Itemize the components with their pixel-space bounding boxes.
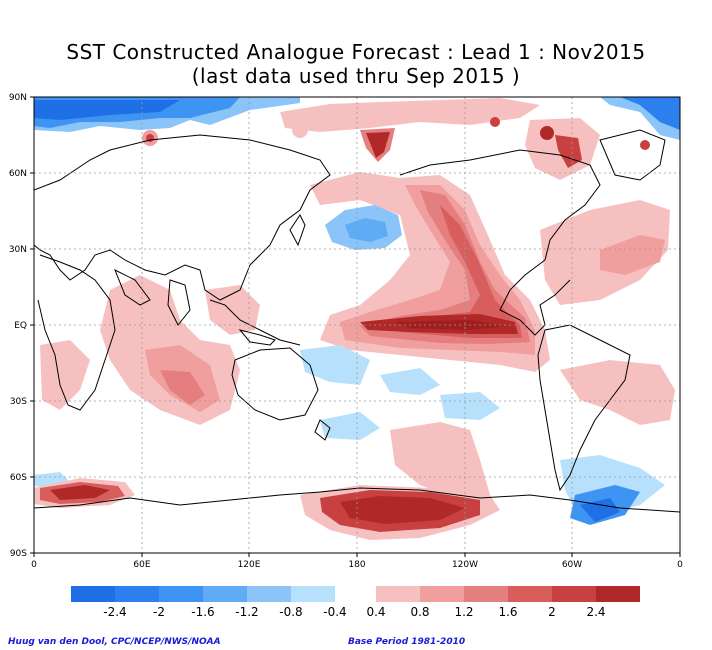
grid-lines [34,97,680,553]
colorbar-swatch [376,586,420,602]
anomaly-fields [34,97,680,540]
colorbar-positive-swatches [376,586,640,602]
credit-base-period: Base Period 1981-2010 [348,637,466,647]
arctic-cold-anomaly [34,97,680,140]
colorbar-tick-label: 2.4 [586,605,605,619]
coastlines [34,129,680,553]
colorbar-tick-label: -2 [153,605,165,619]
colorbar-tick-label: -1.2 [235,605,258,619]
colorbar-tick-labels: -2.4 -2 -1.6 -1.2 -0.8 -0.4 0.4 0.8 1.2 1.6 2 2.4 [103,605,605,619]
lat-label: 90S [10,549,27,559]
lon-label: 120W [452,560,478,570]
credit-author: Huug van den Dool, CPC/NCEP/NWS/NOAA [8,637,221,647]
colorbar-swatch [508,586,552,602]
lat-label: EQ [14,321,27,331]
colorbar-swatch [552,586,596,602]
colorbar-tick-label: 0.8 [410,605,429,619]
colorbar-tick-label: 0.4 [366,605,385,619]
colorbar-negative-swatches [71,586,335,602]
lon-label: 0 [31,560,37,570]
north-atlantic-warm-anomaly [540,200,670,305]
colorbar-swatch [115,586,159,602]
colorbar-swatch [247,586,291,602]
axis-ticks [30,96,681,557]
lat-label: 60N [9,169,27,179]
colorbar-tick-label: 1.2 [454,605,473,619]
southern-ocean-anomalies [34,345,675,525]
colorbar-tick-label: 1.6 [498,605,517,619]
arctic-warm-anomaly [142,98,650,180]
lon-label: 180 [348,560,365,570]
colorbar-swatch [159,586,203,602]
colorbar-tick-label: 2 [548,605,556,619]
colorbar: -2.4 -2 -1.6 -1.2 -0.8 -0.4 0.4 0.8 1.2 1.6 2 2.4 [71,586,640,619]
longitude-labels: 0 60E 120E 180 120W 60W 0 [31,560,683,570]
colorbar-tick-label: -0.8 [279,605,302,619]
colorbar-swatch [420,586,464,602]
north-pacific-warm-anomaly [310,172,550,372]
southern-ocean-warm-bands [34,478,500,540]
colorbar-tick-label: -1.6 [191,605,214,619]
lon-label: 120E [238,560,261,570]
colorbar-swatch [203,586,247,602]
lon-label: 60E [133,560,150,570]
colorbar-swatch [596,586,640,602]
lat-label: 90N [9,93,27,103]
north-pacific-cold-anomaly [325,205,402,250]
colorbar-tick-label: -2.4 [103,605,126,619]
indian-ocean-warm-anomaly [40,275,260,425]
chart-title-line-2: (last data used thru Sep 2015 ) [191,64,521,88]
colorbar-swatch [291,586,335,602]
latitude-labels: 90N 60N 30N EQ 30S 60S 90S [9,93,27,559]
lat-label: 30N [9,245,27,255]
lon-label: 60W [562,560,582,570]
lat-label: 60S [10,473,27,483]
lat-label: 30S [10,397,27,407]
lon-label: 0 [677,560,683,570]
chart-title-line-1: SST Constructed Analogue Forecast : Lead… [66,40,646,64]
colorbar-tick-label: -0.4 [323,605,346,619]
colorbar-swatch [71,586,115,602]
colorbar-swatch [464,586,508,602]
